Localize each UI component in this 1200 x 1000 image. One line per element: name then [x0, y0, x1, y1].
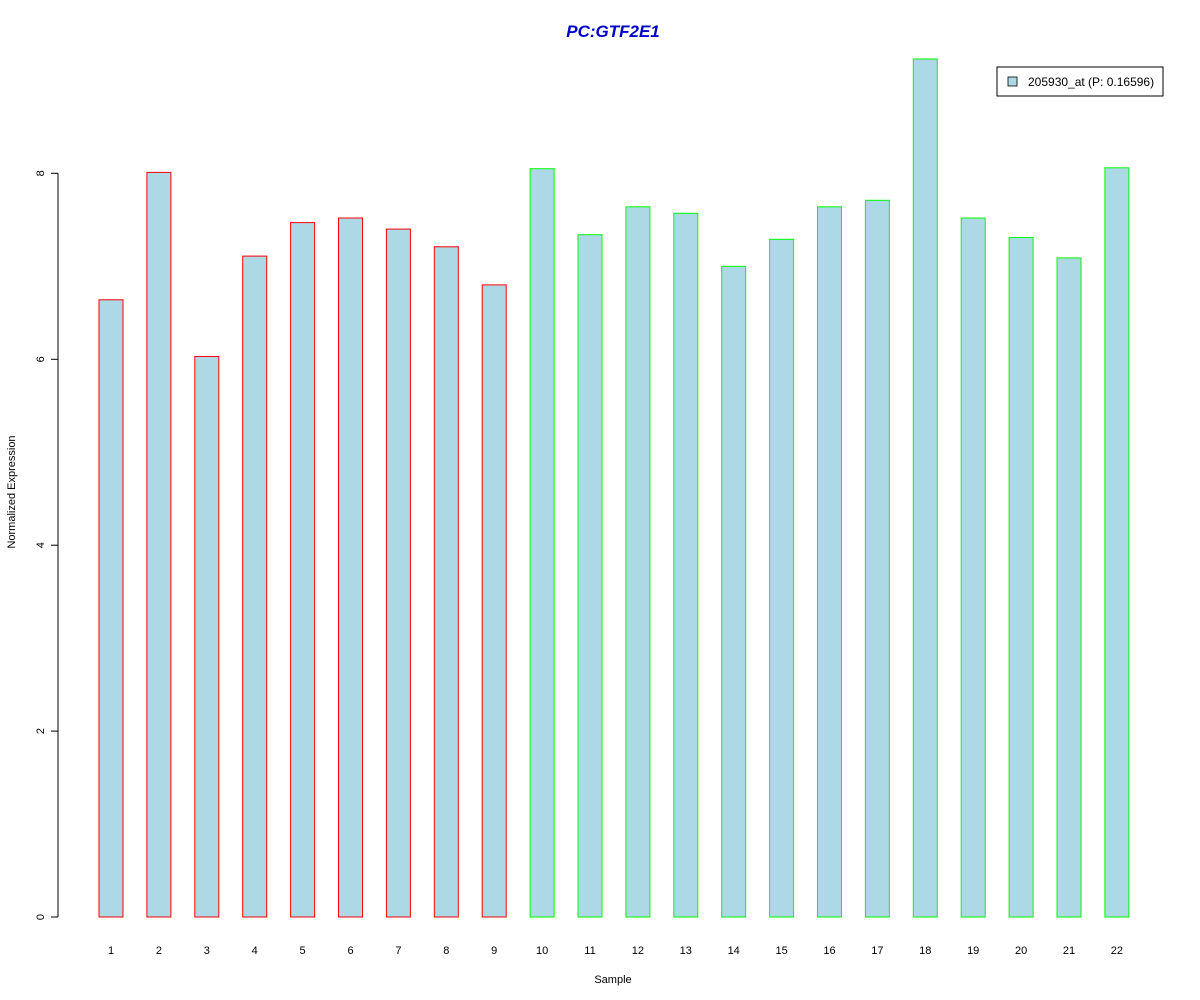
y-axis: 0 2 4 6 8	[35, 170, 59, 920]
x-tick-label: 16	[823, 945, 835, 957]
bar-sample-17	[864, 199, 890, 918]
bar-sample-15	[769, 238, 795, 918]
y-tick-label: 2	[35, 728, 47, 734]
x-tick-label: 15	[775, 945, 787, 957]
bar-sample-8	[433, 246, 459, 918]
bar-sample-20	[1008, 237, 1034, 918]
x-tick-label: 4	[252, 945, 258, 957]
bars-group	[98, 58, 1130, 918]
bar-sample-19	[960, 217, 986, 918]
bar-sample-1	[98, 299, 124, 918]
x-tick-label: 11	[584, 945, 595, 957]
chart-title: PC:GTF2E1	[566, 22, 660, 41]
bar-sample-13	[673, 212, 699, 918]
bar-sample-12	[625, 206, 651, 918]
y-tick-label: 8	[35, 170, 47, 176]
bar-sample-4	[242, 255, 268, 918]
x-tick-label: 18	[919, 945, 931, 957]
y-tick-label: 0	[35, 914, 47, 920]
x-tick-label: 10	[536, 945, 548, 957]
x-axis-label: Sample	[594, 974, 631, 986]
bar-sample-14	[721, 265, 747, 918]
legend-swatch	[1007, 76, 1018, 87]
bar-sample-11	[577, 234, 603, 918]
x-tick-label: 3	[204, 945, 210, 957]
bar-sample-5	[290, 222, 316, 918]
bar-sample-7	[385, 228, 411, 918]
bar-sample-6	[338, 217, 363, 918]
y-tick-label: 6	[35, 356, 47, 362]
x-tick-label: 5	[300, 945, 306, 957]
x-tick-label: 14	[728, 945, 740, 957]
bar-sample-9	[481, 284, 507, 918]
x-tick-label: 19	[967, 945, 979, 957]
bar-sample-16	[817, 206, 842, 918]
x-tick-label: 6	[347, 945, 353, 957]
x-tick-label: 17	[871, 945, 883, 957]
legend-entry: 205930_at (P: 0.16596)	[1028, 75, 1154, 89]
x-axis: 1 2 3 4 5 6 7 8 9 10 11 12 13 14 15 16 17 18 19 20 21 22	[108, 945, 1123, 957]
x-tick-label: 8	[443, 945, 449, 957]
x-tick-label: 20	[1015, 945, 1027, 957]
x-tick-label: 7	[395, 945, 401, 957]
legend: 205930_at (P: 0.16596)	[996, 66, 1164, 97]
x-tick-label: 1	[108, 945, 114, 957]
bar-sample-21	[1056, 257, 1082, 918]
y-axis-label: Normalized Expression	[6, 435, 18, 548]
bar-sample-22	[1104, 167, 1130, 918]
x-tick-label: 9	[491, 945, 497, 957]
bar-sample-18	[912, 58, 938, 918]
y-tick-label: 4	[35, 542, 47, 548]
bar-sample-10	[529, 168, 555, 918]
x-tick-label: 22	[1111, 945, 1123, 957]
x-tick-label: 13	[680, 945, 692, 957]
legend-box	[996, 66, 1164, 97]
bar-sample-2	[146, 171, 172, 918]
x-tick-label: 21	[1063, 945, 1075, 957]
x-tick-label: 2	[156, 945, 162, 957]
bar-sample-3	[194, 356, 220, 918]
x-tick-label: 12	[632, 945, 644, 957]
